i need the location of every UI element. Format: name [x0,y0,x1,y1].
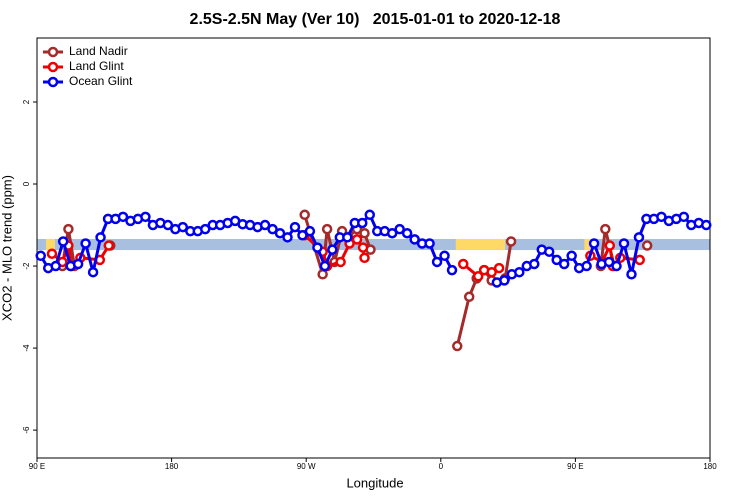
x-tick-label: 0 [439,462,444,471]
chart-title: 2.5S-2.5N May (Ver 10) 2015-01-01 to 202… [190,11,561,28]
point [342,232,353,243]
point [50,260,61,272]
x-tick-label: 180 [165,462,179,471]
legend-label: Land Nadir [69,44,128,58]
point [463,291,475,303]
point [359,227,370,239]
point [505,236,517,247]
point [359,252,370,264]
point [604,240,616,251]
point [558,258,570,270]
point [566,250,577,262]
point [409,234,420,245]
point [259,219,271,231]
point [57,236,69,247]
y-axis-label: XCO2 - MLO trend (ppm) [0,175,14,321]
point [529,258,540,270]
point [611,260,622,272]
point [634,254,645,266]
y-tick-label: 0 [22,181,31,186]
point [351,234,363,245]
point [394,223,405,235]
point [200,223,211,235]
point [321,223,333,235]
point [656,211,667,223]
point [633,232,645,243]
point [297,230,308,241]
point [319,260,331,272]
point [63,223,74,235]
point [701,219,712,231]
point [486,266,497,278]
point [274,227,286,239]
point [103,240,115,251]
point [588,238,600,249]
x-tick-label: 90 E [29,462,45,471]
point [72,258,84,270]
x-tick-label: 90 E [567,462,583,471]
point [177,221,189,233]
legend-marker [47,61,59,73]
point [357,242,369,253]
point [117,211,129,223]
point [289,221,301,233]
legend-marker [47,76,59,88]
x-tick-label: 90 W [297,462,316,471]
point [626,269,637,280]
point [46,248,58,259]
point [87,266,99,278]
point [581,260,592,272]
point [312,242,323,253]
plot-frame [36,37,711,459]
legend-label: Land Glint [69,59,124,73]
point [335,256,346,268]
highlight-band [45,238,55,251]
reference-band [37,238,710,251]
point [514,266,525,278]
point [439,250,450,262]
point [299,209,310,221]
point [452,340,463,352]
point [618,238,630,249]
legend-marker [47,46,59,58]
point [282,232,293,243]
point [304,225,316,237]
legend-label: Ocean Glint [69,74,133,88]
point [80,238,91,249]
y-tick-label: -6 [22,426,31,434]
point [364,209,376,221]
y-tick-label: -2 [22,262,31,270]
point [35,250,46,262]
series-line [62,215,647,346]
point [317,269,328,280]
point [472,271,484,282]
point [424,238,435,249]
point [431,256,443,268]
point [551,254,562,266]
point [457,258,469,270]
point [543,246,555,257]
point [162,219,174,231]
x-axis-label: Longitude [346,475,403,490]
point [641,240,653,251]
point [140,211,151,223]
y-tick-label: -4 [22,344,31,352]
point [493,262,505,274]
point [357,217,368,229]
y-tick-label: 2 [22,99,31,104]
point [603,256,615,268]
point [499,275,510,286]
point [600,223,611,235]
point [401,227,413,239]
point [327,244,338,255]
highlight-band [584,238,594,251]
highlight-band [455,238,506,251]
point [95,232,106,243]
point [267,223,278,235]
point [678,211,690,223]
x-tick-label: 180 [703,462,717,471]
point [446,264,458,276]
point [386,227,398,239]
